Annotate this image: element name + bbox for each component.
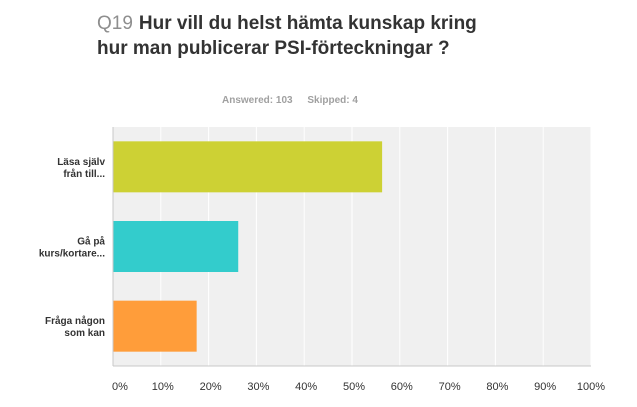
x-tick-label: 80% [486, 381, 508, 393]
x-tick-label: 10% [152, 381, 174, 393]
x-tick-label: 40% [295, 381, 317, 393]
x-tick-label: 50% [343, 381, 365, 393]
bar [113, 221, 239, 272]
category-label: från till... [63, 168, 105, 180]
x-tick-label: 30% [247, 381, 269, 393]
category-label: Gå på [77, 236, 105, 248]
bar [113, 300, 197, 352]
x-tick-label: 100% [577, 381, 605, 393]
x-tick-label: 70% [439, 381, 461, 393]
answered-count: Answered: 103 [222, 95, 293, 106]
x-tick-label: 20% [200, 381, 222, 393]
question-title-line-2: hur man publicerar PSI-förteckningar ? [97, 38, 450, 59]
category-label: kurs/kortare... [39, 249, 105, 260]
question-title-line-1: Q19 Hur vill du helst hämta kunskap kring [97, 11, 617, 36]
skipped-count: Skipped: 4 [307, 95, 358, 106]
x-tick-label: 90% [534, 381, 556, 393]
question-title: Q19 Hur vill du helst hämta kunskap kring… [97, 11, 617, 61]
category-label: Läsa själv [57, 157, 105, 168]
bar [113, 141, 383, 193]
category-label: Fråga någon [45, 315, 105, 327]
category-label: som kan [64, 328, 105, 339]
question-title-text-1: Hur vill du helst hämta kunskap kring [138, 13, 477, 34]
question-number: Q19 [97, 13, 133, 34]
x-tick-label: 60% [391, 381, 413, 393]
x-tick-label: 0% [112, 381, 128, 393]
response-stats: Answered: 103 Skipped: 4 [222, 95, 370, 106]
